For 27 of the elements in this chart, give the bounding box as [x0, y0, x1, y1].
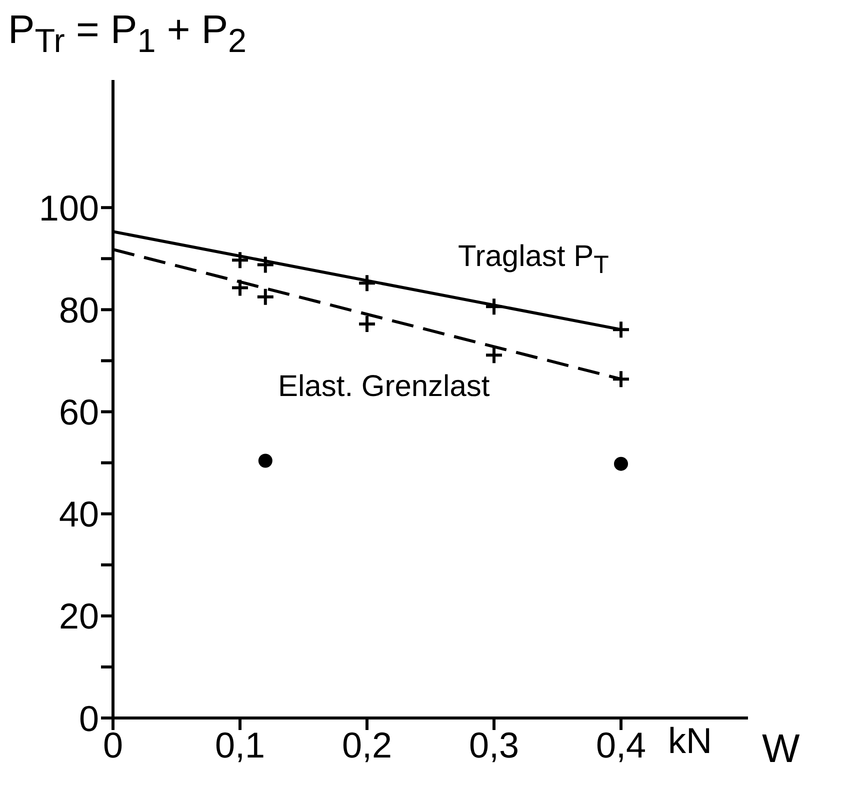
- annotation: Elast. Grenzlast: [278, 370, 490, 404]
- point: [256, 287, 275, 306]
- text: kN: [668, 720, 712, 762]
- point: [484, 346, 504, 365]
- annotation: Traglast P$_{T}$: [458, 240, 609, 280]
- point: [230, 278, 250, 298]
- y-tick-label: 60: [58, 392, 99, 433]
- x-axis-title: W: [762, 727, 800, 772]
- x-tick-label: 0,1: [214, 724, 266, 766]
- point: [230, 250, 250, 270]
- point: [612, 320, 630, 340]
- x-tick-label: 0,2: [342, 724, 392, 766]
- point: [484, 297, 504, 316]
- y-tick-label: 80: [58, 289, 99, 330]
- y-tick-label: 40: [58, 494, 99, 535]
- point: [258, 454, 272, 468]
- point: [614, 456, 628, 471]
- point: [612, 370, 630, 389]
- point: [256, 255, 275, 274]
- x-tick-label: 0,4: [596, 724, 646, 766]
- x-tick-label: 0,3: [468, 724, 520, 766]
- point: [358, 274, 376, 293]
- y-axis-title: P$_{Tr}$ = P$_{1}$ + P$_{2}$: [8, 8, 247, 61]
- point: [358, 314, 376, 334]
- y-tick-label: 100: [38, 187, 99, 228]
- y-tick-label: 20: [58, 596, 99, 637]
- y-tick-label: 0: [78, 698, 99, 739]
